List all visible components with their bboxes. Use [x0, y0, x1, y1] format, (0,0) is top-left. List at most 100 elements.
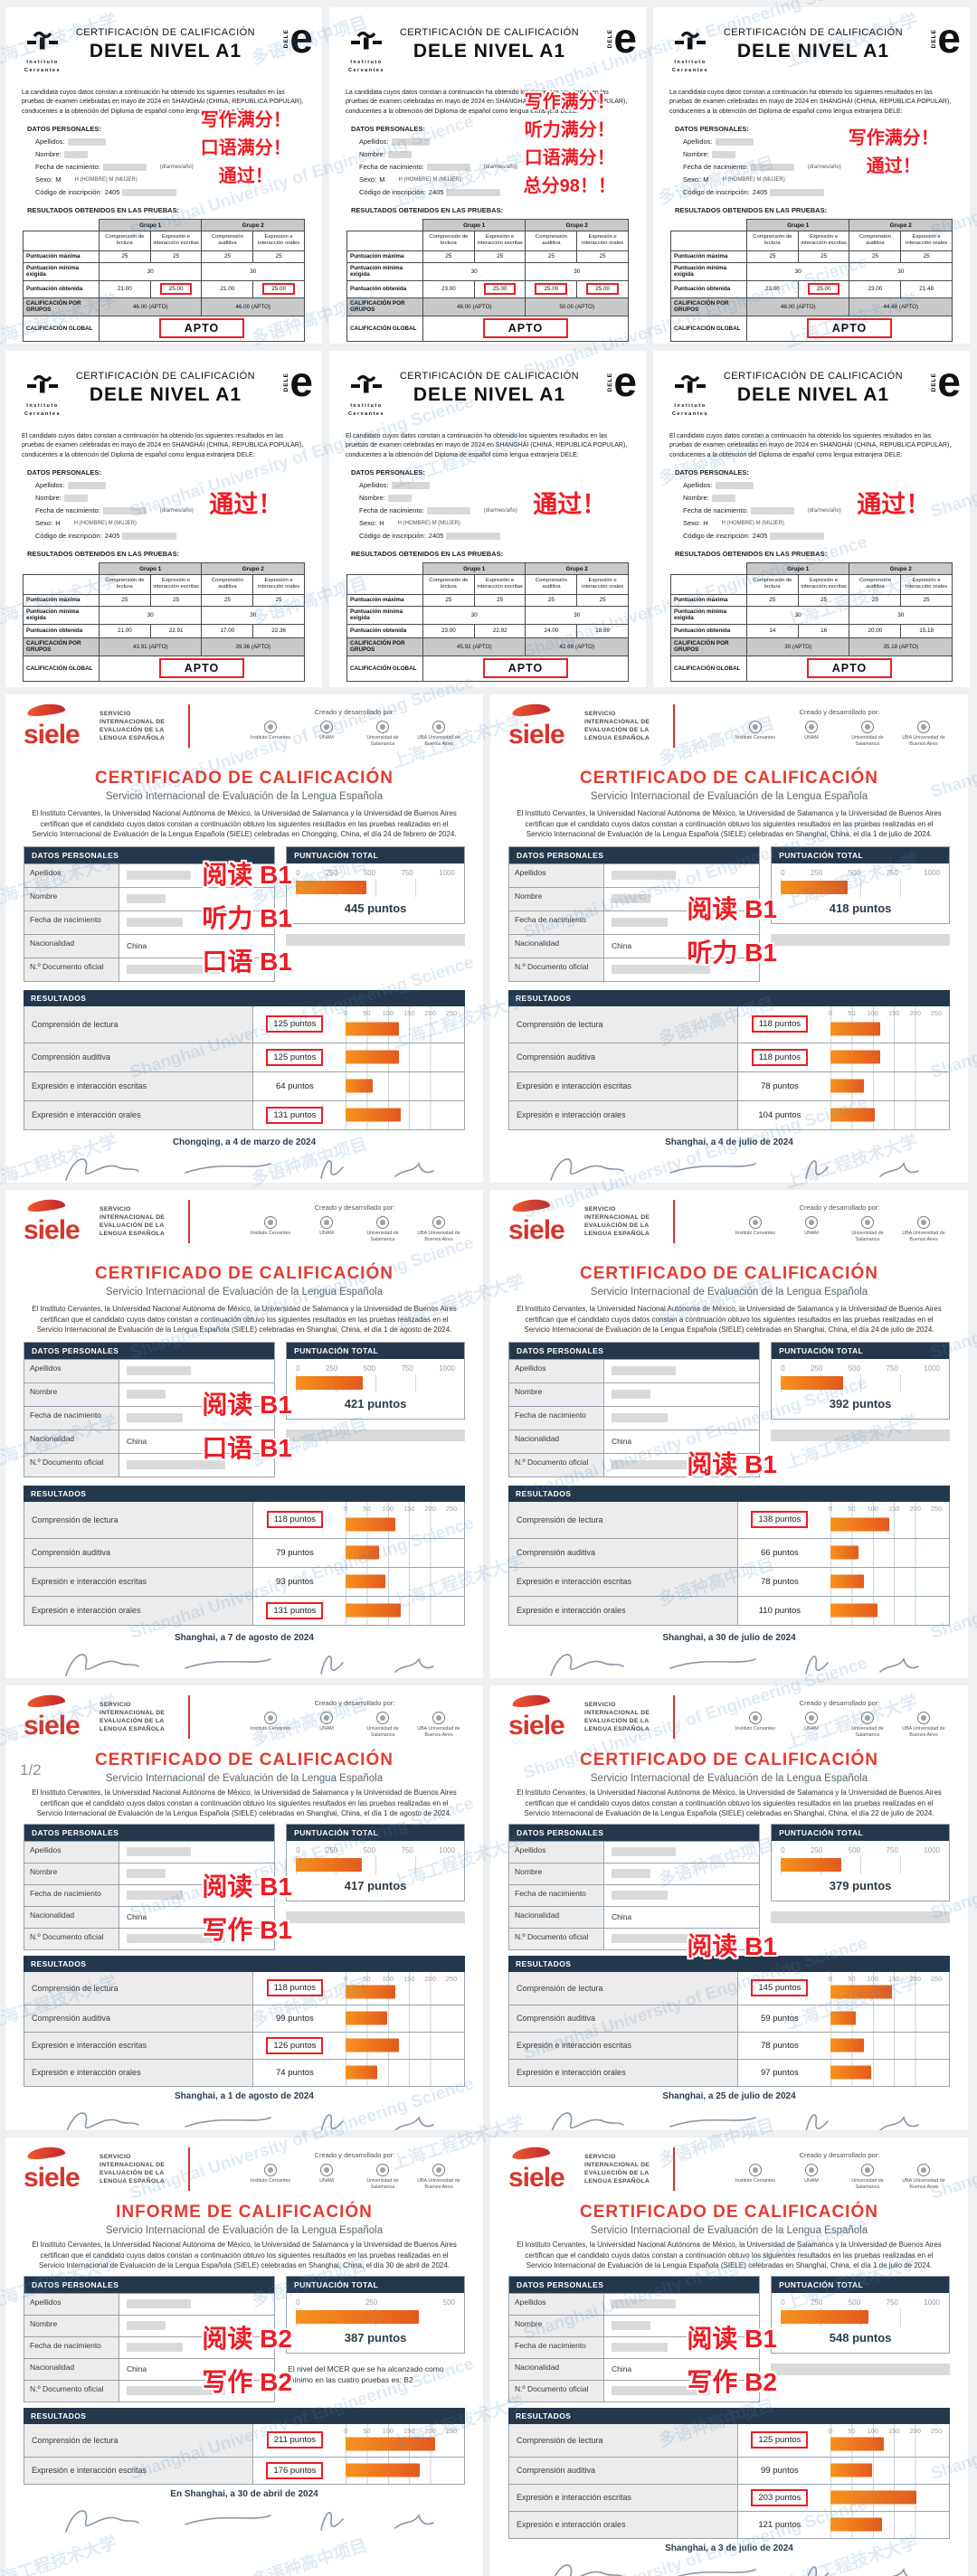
axis-tick-label: 500 — [848, 868, 861, 877]
result-bar — [830, 2517, 882, 2532]
result-points: 125 puntos — [266, 1048, 324, 1066]
result-points: 110 puntos — [758, 1605, 802, 1616]
field-codigo-inscripcion: Código de inscripción: 2405 — [683, 532, 959, 540]
nationality-value: China — [126, 1912, 147, 1922]
result-value-cell: 118 puntos — [738, 1006, 821, 1043]
siele-header: siele SERVICIO INTERNACIONAL DE EVALUACI… — [508, 2145, 950, 2197]
result-skill-label: Expresión e interacción orales — [509, 2511, 738, 2538]
created-by-label: Creado y desarrollado por: — [799, 2151, 880, 2159]
dele-logo-e-icon: e — [937, 14, 961, 61]
siele-header: siele SERVICIO INTERNACIONAL DE EVALUACI… — [508, 1693, 950, 1745]
obtained-score-cell: 25.00 — [149, 279, 203, 298]
dele-titles: CERTIFICACIÓN DE CALIFICACIÓN DELE NIVEL… — [716, 22, 910, 62]
skill-header-row: Comprensión de lectura Expresión e inter… — [23, 574, 305, 595]
chinese-annotation-line: 写作满分！ — [524, 92, 615, 112]
axis-tick-label: 200 — [909, 1974, 921, 1983]
result-bar — [346, 2038, 399, 2052]
score-obtained: 16 — [820, 627, 828, 635]
result-points: 131 puntos — [266, 1601, 324, 1619]
redacted-value — [611, 1366, 677, 1376]
field-label: Fecha de nacimiento: — [35, 163, 100, 172]
total-score-value: 392 puntos — [829, 1396, 892, 1411]
axis-tick-label: 0 — [828, 1974, 833, 1983]
row-label: CALIFICACIÓN POR GRUPOS — [346, 637, 423, 656]
partner-logo-icon — [917, 1712, 930, 1724]
axis-tick-label: 250 — [810, 1363, 823, 1373]
result-value-cell: 99 puntos — [253, 2005, 337, 2032]
axis-tick-label: 750 — [401, 1845, 413, 1854]
datos-field-label: Nombre — [24, 2315, 119, 2336]
siele-main-section: DATOS PERSONALES Apellidos Nombre Fecha de… — [24, 845, 465, 982]
datos-row: Fecha de nacimiento — [24, 1883, 275, 1906]
total-score-value: 418 puntos — [829, 901, 892, 915]
obtained-score-row: Puntuación obtenida 21.00 22.91 17.00 22.36 — [23, 623, 305, 638]
field-sexo: Sexo: M H (HOMBRE) M (MUJER) — [35, 175, 311, 184]
codigo-prefix: 2405 — [104, 532, 120, 541]
dele-cert-heading: CERTIFICACIÓN DE CALIFICACIÓN — [399, 27, 580, 38]
partner-logo: Instituto Cervantes — [244, 721, 297, 741]
total-axis: 0 250 500 750 1000 — [287, 863, 464, 879]
axis-tick-label: 150 — [887, 2426, 900, 2435]
partner-logo: Universidad de Salamanca — [841, 1216, 894, 1243]
dele-certificate: Instituto Cervantes CERTIFICACIÓN DE CAL… — [5, 351, 322, 687]
result-points: 78 puntos — [761, 1080, 799, 1091]
group-header-row: Grupo 1 Grupo 2 — [347, 219, 629, 232]
result-value-cell: 126 puntos — [253, 2033, 337, 2059]
result-row: Comprensión de lectura 145 puntos 0 50 100 15… — [509, 1971, 949, 2005]
total-score-value: 548 puntos — [829, 2330, 892, 2345]
under-panel-area — [286, 933, 465, 946]
score-obtained: 14 — [769, 627, 776, 635]
partner-logo: Instituto Cervantes — [244, 1216, 297, 1237]
siele-brand: siele SERVICIO INTERNACIONAL DE EVALUACI… — [508, 702, 675, 749]
result-value-cell: 125 puntos — [253, 1006, 337, 1043]
row-label: CALIFICACIÓN GLOBAL — [670, 655, 747, 682]
siele-cert-title: CERTIFICADO DE CALIFICACIÓN — [580, 1750, 878, 1769]
bar-axis: 0 50 100 150 200 250 — [828, 1974, 942, 1984]
dele-personal-data: DATOS PERSONALES: Apellidos: Nombre: Fec… — [27, 468, 311, 540]
axis-tick-label: 100 — [867, 1974, 879, 1983]
chinese-annotation-line: 阅读 B1 — [202, 1872, 292, 1901]
resultados-section: RESULTADOS Comprensión de lectura 211 pun… — [24, 2407, 465, 2485]
datos-field-label: Apellidos — [509, 2293, 604, 2315]
datos-field-value — [119, 2294, 274, 2315]
chinese-annotation: 阅读 B2 写作 B2 — [129, 2317, 365, 2404]
sexo-value: H — [379, 519, 384, 528]
datos-field-label: Nombre — [509, 1863, 604, 1884]
max-score: 25 — [473, 593, 526, 607]
dele-level-heading: DELE NIVEL A1 — [413, 384, 566, 405]
result-row: Expresión e interacción orales 131 puntos — [24, 1099, 464, 1129]
nationality-value: China — [126, 1437, 147, 1447]
dele-header: Instituto Cervantes CERTIFICACIÓN DE CAL… — [340, 17, 637, 76]
obtained-score-cell: 23.00 — [422, 623, 475, 638]
datos-field-label: Fecha de nacimiento — [24, 911, 119, 934]
siele-wordmark: siele — [508, 2163, 565, 2193]
grupo2-header: Grupo 2 — [201, 219, 305, 232]
created-by-block: Creado y desarrollado por: Instituto Cer… — [729, 1694, 950, 1739]
siele-cert-subtitle: Servicio Internacional de Evaluación de … — [105, 791, 384, 802]
dele-logo-vertical-text: DELE — [607, 28, 614, 49]
datos-field-value — [604, 1383, 759, 1406]
chinese-annotation-line: 阅读 B1 — [202, 860, 292, 889]
field-label: Código de inscripción: — [35, 532, 102, 541]
siele-intro-text: El Instituto Cervantes, la Universidad N… — [32, 2241, 457, 2270]
obtained-score-cell: 22.92 — [473, 623, 526, 638]
axis-tick-label: 200 — [909, 1504, 921, 1513]
siele-header: siele SERVICIO INTERNACIONAL DE EVALUACI… — [508, 1197, 950, 1255]
datos-field-label: Nombre — [509, 2315, 604, 2336]
axis-tick-label: 50 — [363, 1504, 371, 1513]
obtained-score-cell: 25.00 — [525, 279, 578, 298]
codigo-prefix: 2405 — [428, 188, 444, 197]
score-obtained: 23.00 — [868, 286, 883, 293]
max-score: 25 — [201, 250, 254, 263]
field-note: H (HOMBRE) M (MUJER) — [398, 176, 461, 183]
datos-row: Fecha de nacimiento — [509, 2335, 760, 2358]
issue-date: En Shanghai, a 30 de abril de 2024 — [170, 2488, 318, 2499]
field-apellidos: Apellidos: — [683, 481, 959, 489]
row-label: CALIFICACIÓN POR GRUPOS — [23, 297, 100, 316]
redacted-value — [611, 1847, 677, 1857]
datos-field-value — [119, 1864, 274, 1884]
grupo2-result: 42.69 (APTO) — [525, 637, 629, 656]
resultados-title: RESULTADOS OBTENIDOS EN LAS PRUEBAS: — [675, 206, 828, 215]
total-score-panel: PUNTUACIÓN TOTAL 0 250 500 750 1000 379 punt… — [771, 1823, 950, 1901]
chinese-annotation-line: 写作满分！ — [848, 128, 939, 148]
